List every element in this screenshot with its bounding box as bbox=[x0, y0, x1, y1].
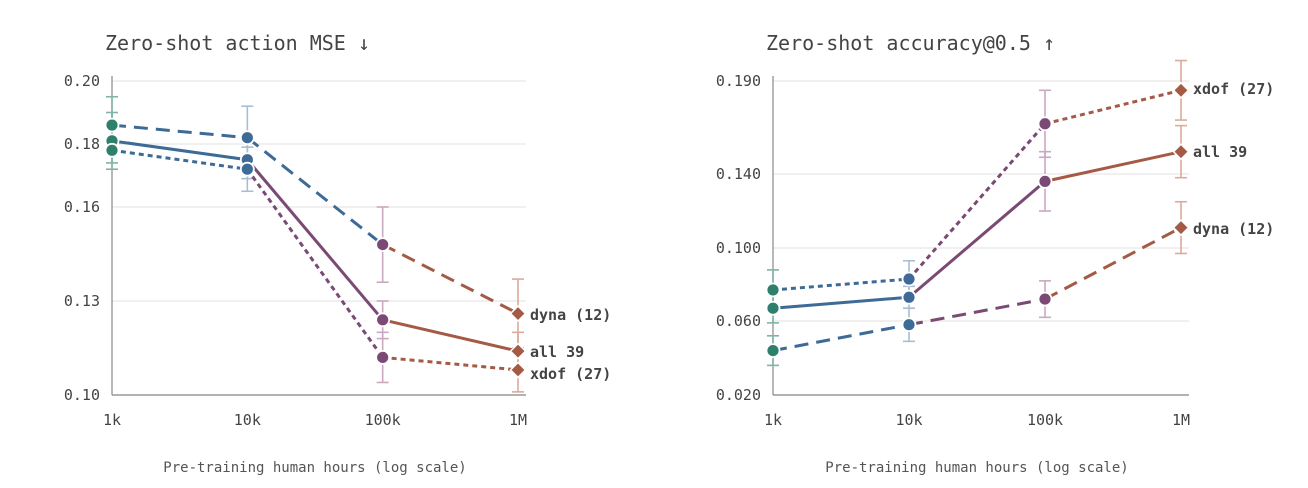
series-line-segment bbox=[772, 295, 910, 310]
series-label: all 39 bbox=[530, 343, 584, 361]
data-point bbox=[1037, 116, 1053, 132]
data-point bbox=[375, 237, 391, 253]
y-tick-label: 0.18 bbox=[64, 135, 100, 153]
y-tick-label: 0.020 bbox=[716, 386, 761, 404]
series-label: xdof (27) bbox=[1193, 80, 1274, 98]
series-label: dyna (12) bbox=[530, 306, 611, 324]
series-label: all 39 bbox=[1193, 143, 1247, 161]
data-point-diamond bbox=[509, 304, 527, 323]
data-point-diamond bbox=[509, 361, 527, 379]
data-point-diamond bbox=[1172, 81, 1190, 99]
y-tick-label: 0.190 bbox=[716, 72, 761, 90]
data-point bbox=[1037, 291, 1053, 307]
y-tick-label: 0.13 bbox=[64, 292, 100, 310]
x-tick-label: 100k bbox=[1027, 411, 1063, 429]
y-tick-label: 0.20 bbox=[64, 72, 100, 90]
data-point bbox=[901, 317, 917, 333]
x-tick-label: 10k bbox=[895, 411, 922, 429]
series-line-segment bbox=[382, 355, 519, 372]
series-label: xdof (27) bbox=[530, 365, 611, 383]
series-line-segment bbox=[246, 168, 384, 359]
y-tick-label: 0.140 bbox=[716, 165, 761, 183]
series-line-segment bbox=[908, 297, 1046, 327]
data-point bbox=[375, 349, 391, 365]
x-tick-label: 10k bbox=[234, 411, 261, 429]
series-line-segment bbox=[246, 158, 384, 321]
data-point bbox=[104, 142, 120, 158]
x-tick-label: 1k bbox=[764, 411, 782, 429]
data-point bbox=[239, 130, 255, 146]
data-point bbox=[901, 271, 917, 287]
x-axis-label: Pre-training human hours (log scale) bbox=[825, 460, 1128, 476]
series-label: dyna (12) bbox=[1193, 220, 1274, 238]
y-tick-label: 0.100 bbox=[716, 239, 761, 257]
y-tick-label: 0.16 bbox=[64, 198, 100, 216]
y-tick-label: 0.10 bbox=[64, 386, 100, 404]
data-point bbox=[765, 282, 781, 298]
series-line-segment bbox=[1044, 226, 1182, 301]
series-line-segment bbox=[246, 136, 384, 246]
data-point bbox=[1037, 173, 1053, 189]
panel-action-mse: Zero-shot action MSE ↓ 0.10 0.13 0.16 0.18 0.… bbox=[64, 31, 611, 476]
series-line-segment bbox=[1044, 88, 1182, 126]
series-line-segment bbox=[111, 139, 248, 162]
series-line-segment bbox=[381, 243, 519, 315]
x-tick-label: 1M bbox=[509, 411, 527, 429]
data-point-diamond bbox=[1172, 143, 1190, 161]
data-point-diamond bbox=[1172, 219, 1190, 237]
y-tick-label: 0.060 bbox=[716, 312, 761, 330]
data-point bbox=[901, 289, 917, 305]
data-point bbox=[375, 312, 391, 328]
x-tick-label: 1k bbox=[103, 411, 121, 429]
data-point bbox=[239, 161, 255, 177]
data-point bbox=[765, 343, 781, 359]
series-line-segment bbox=[907, 122, 1047, 281]
series-line-segment bbox=[111, 148, 248, 171]
series-line-segment bbox=[908, 180, 1046, 299]
chart-title: Zero-shot accuracy@0.5 ↑ bbox=[766, 31, 1055, 55]
series-line-segment bbox=[772, 323, 910, 353]
series-line-segment bbox=[1044, 150, 1182, 183]
x-tick-label: 100k bbox=[365, 411, 401, 429]
data-point bbox=[104, 117, 120, 133]
data-point-diamond bbox=[509, 342, 527, 360]
data-point bbox=[765, 300, 781, 316]
series-line-segment bbox=[382, 318, 519, 353]
series-line-segment bbox=[111, 123, 248, 140]
x-tick-label: 1M bbox=[1172, 411, 1190, 429]
chart-title: Zero-shot action MSE ↓ bbox=[105, 31, 370, 55]
series-line-segment bbox=[772, 277, 910, 292]
x-axis-label: Pre-training human hours (log scale) bbox=[163, 460, 466, 476]
panel-accuracy: Zero-shot accuracy@0.5 ↑ 0.020 0.060 0.100 0… bbox=[716, 31, 1274, 476]
